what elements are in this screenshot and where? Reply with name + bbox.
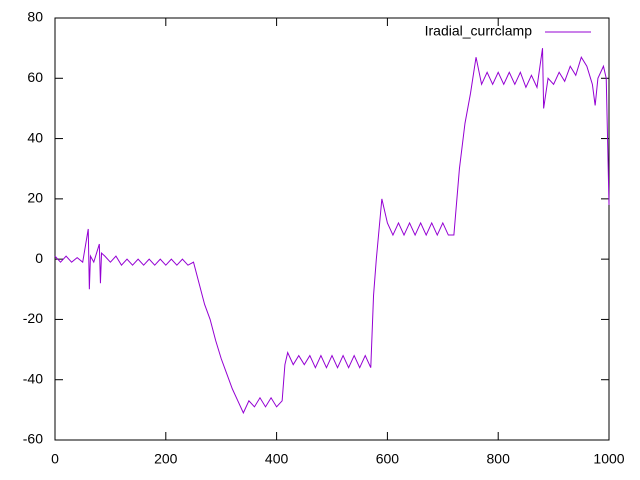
x-tick-label: 800 (487, 451, 511, 467)
y-tick-label: 80 (27, 9, 43, 25)
y-tick-label: -20 (23, 310, 43, 326)
data-line (54, 48, 610, 415)
x-tick-label: 1000 (593, 451, 624, 467)
y-tick-label: 40 (27, 129, 43, 145)
legend-label: Iradial_currclamp (425, 23, 533, 39)
plot-border (54, 17, 610, 441)
x-tick-label: 400 (265, 451, 289, 467)
x-tick-label: 200 (154, 451, 178, 467)
x-tick-label: 0 (51, 451, 59, 467)
y-tick-label: 20 (27, 190, 43, 206)
y-tick-label: 60 (27, 69, 43, 85)
y-tick-label: 0 (35, 250, 43, 266)
y-tick-label: -60 (23, 431, 43, 447)
y-tick-label: -40 (23, 370, 43, 386)
x-tick-label: 600 (376, 451, 400, 467)
